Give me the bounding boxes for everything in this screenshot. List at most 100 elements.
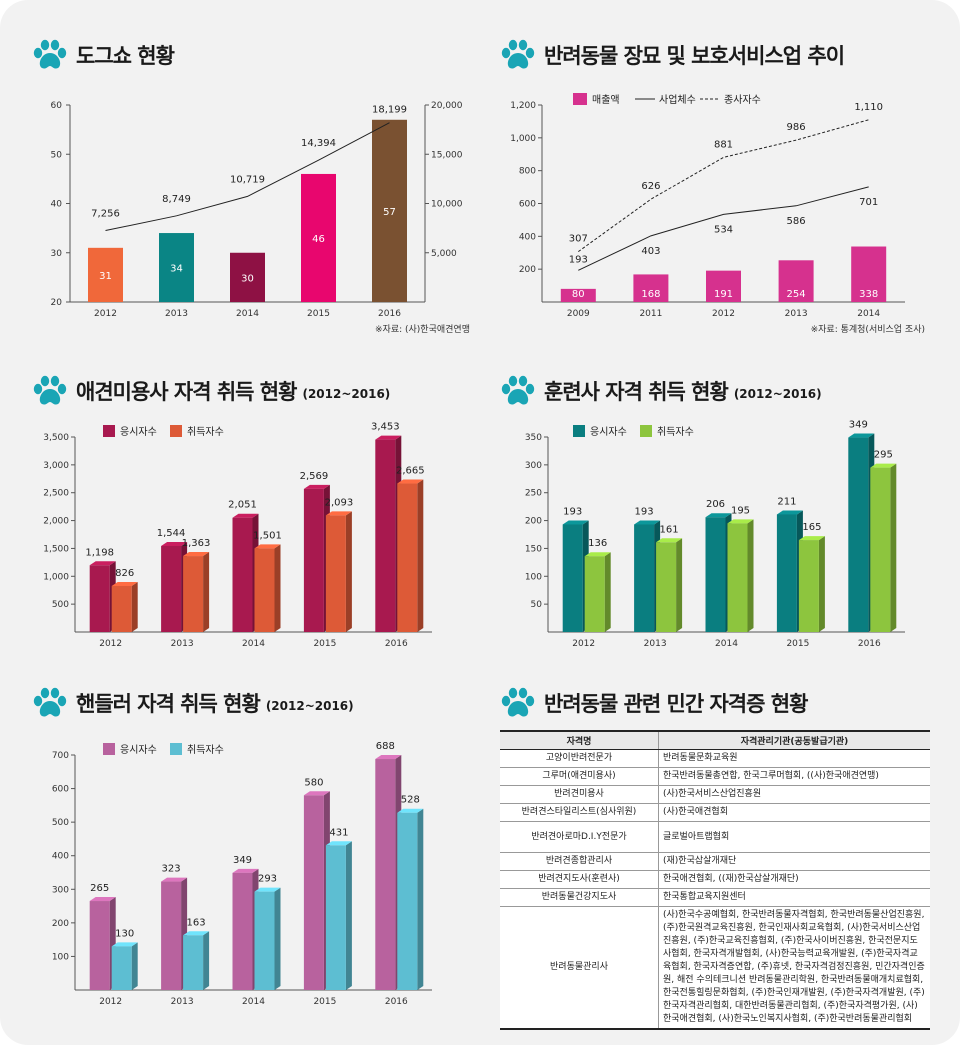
cert-name: 고양이반려전문가 [500,749,659,768]
bar [633,274,669,302]
bar-value-label: 168 [641,289,660,300]
bar [778,260,814,302]
x-tick-label: 2013 [171,639,194,649]
y-tick-label: 200 [52,919,69,929]
bar-side [818,536,825,632]
bar-side [203,931,210,990]
bar-top [111,581,138,586]
bar-value-label: 293 [258,874,277,885]
bar-value-label: 580 [304,777,323,788]
cert-org: 반려동물문화교육원 [658,749,930,768]
x-tick-label: 2016 [385,997,408,1007]
bar-side [747,519,754,632]
cert-org: 한국반려동물총연합, 한국그루머협회, ((사)한국애견연맹) [658,767,930,786]
cert-org: (사)한국애견협회 [658,803,930,822]
bar-top [375,755,402,760]
x-tick-label: 2014 [715,639,738,649]
bar [325,845,346,990]
bar-value-label: 136 [588,538,607,549]
legend-label-applicants: 응시자수 [120,426,157,438]
bar [89,565,110,632]
employees-value-label: 307 [569,234,588,245]
bar-top [397,479,424,484]
x-tick-label: 2013 [785,309,808,319]
y-tick-label: 300 [525,461,542,471]
bar-value-label: 211 [777,496,796,507]
bar-value-label: 688 [376,741,395,752]
bar-value-label: 80 [572,289,585,300]
dog-show-title: 도그쇼 현황 [76,44,175,68]
bar [798,540,819,632]
bar-side [203,552,210,632]
paw-icon [501,375,535,405]
y-tick-label: 350 [525,433,542,443]
bar [397,812,418,990]
x-tick-label: 2016 [858,639,881,649]
x-tick-label: 2014 [242,639,265,649]
legend-label-employees: 종사자수 [724,94,761,106]
bar-top [375,435,402,440]
legend-swatch-applicants [103,743,115,755]
bar-value-label: 130 [115,928,134,939]
bar [397,483,418,632]
bar-value-label: 338 [859,289,878,300]
table-row: 반려견지도사(훈련사) 한국애견협회, ((재)한국삽살개재단) [500,870,930,889]
legend-label-acquired: 취득자수 [657,426,694,438]
y-tick-label: 3,500 [43,433,69,443]
groomer-title: 애견미용사 자격 취득 현황 [76,380,297,404]
paw-icon [33,39,67,69]
bar-value-label: 2,569 [300,471,329,482]
market-title: 반려동물 장묘 및 보호서비스업 추이 [544,44,845,68]
bar-side [417,479,424,632]
legend-swatch-applicants [103,425,115,437]
bar [562,524,583,632]
bar-side [131,942,138,990]
bar [232,517,253,632]
bar-value-label: 191 [714,289,733,300]
bar-top [303,791,330,796]
y-tick-label: 150 [525,544,542,554]
bar-side [676,538,683,632]
bar-value-label: 1,363 [182,538,211,549]
x-tick-label: 2014 [857,309,880,319]
bar-value-label: 193 [635,506,654,517]
table-header-row: 자격명 자격관리기관(공동발급기관) [500,730,930,750]
bar [254,891,275,990]
y2-tick-label: 15,000 [431,150,463,160]
table-header-org: 자격관리기관(공동발급기관) [658,730,930,750]
y-tick-label: 600 [52,785,69,795]
bar-value-label: 295 [874,450,893,461]
bar [584,556,605,632]
bar [111,946,132,990]
trainer-heading: 훈련사 자격 취득 현황 (2012~2016) [500,374,822,408]
bar [634,524,655,632]
bar-side [274,544,281,632]
source-note: ※자료: 통계청(서비스업 조사) [811,323,925,335]
bar-side [345,841,352,990]
cert-org: 글로벌아트랩협회 [658,821,930,853]
x-tick-label: 2011 [639,309,662,319]
bar [303,795,324,990]
y-tick-label: 200 [525,517,542,527]
x-tick-label: 2012 [572,639,595,649]
bar-value-label: 165 [802,522,821,533]
table-heading: 반려동물 관련 민간 자격증 현황 [500,686,808,720]
y-tick-label: 3,000 [43,461,69,471]
bar-top [183,552,210,557]
cert-name: 반려견스타일리스트(심사위원) [500,803,659,822]
bar-value-label: 31 [99,271,112,282]
source-note: ※자료: (사)한국애견연맹 [375,323,470,335]
x-tick-label: 2013 [644,639,667,649]
bar-value-label: 431 [329,827,348,838]
bar-value-label: 3,453 [371,422,400,433]
handler-title: 핸들러 자격 취득 현황 [76,692,261,716]
handler-heading: 핸들러 자격 취득 현황 (2012~2016) [32,686,354,720]
bar-top [634,520,661,525]
bar-top [562,520,589,525]
x-tick-label: 2015 [313,639,336,649]
x-tick-label: 2012 [99,639,122,649]
cert-name: 그루머(애견미용사) [500,767,659,786]
bar-value-label: 528 [401,795,420,806]
business-value-label: 193 [569,254,588,265]
paw-icon [33,687,67,717]
